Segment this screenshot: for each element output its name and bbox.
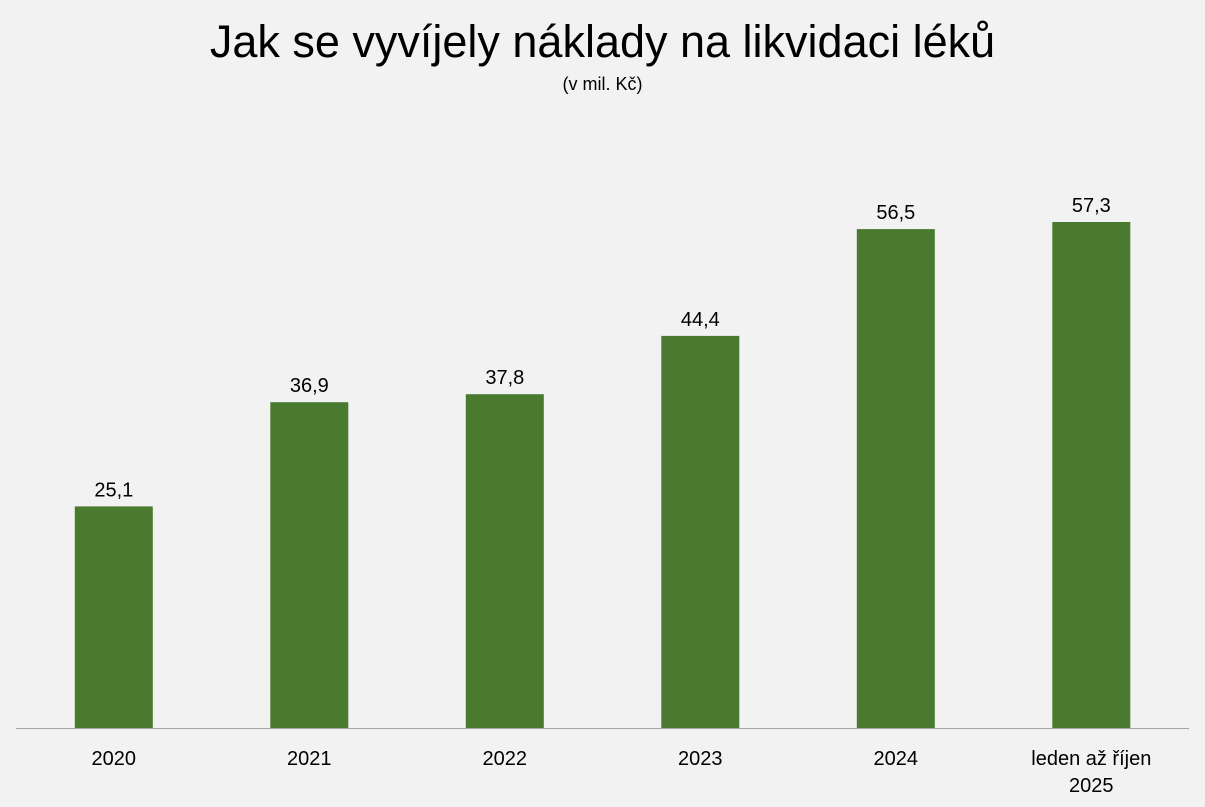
x-tick-label-0: 2020 bbox=[92, 748, 137, 770]
x-tick-label-3: 2023 bbox=[678, 748, 723, 770]
data-label-0: 25,1 bbox=[94, 479, 133, 501]
bar-2 bbox=[465, 394, 544, 728]
x-tick-label-1: 2021 bbox=[287, 748, 332, 770]
x-tick-label-5: leden až říjen 2025 bbox=[1031, 748, 1151, 797]
bar-4 bbox=[856, 229, 935, 728]
data-label-3: 44,4 bbox=[681, 309, 720, 331]
chart-title: Jak se vyvíjely náklady na likvidaci lék… bbox=[209, 16, 996, 67]
data-label-5: 57,3 bbox=[1072, 195, 1111, 217]
x-tick-label-4: 2024 bbox=[874, 748, 919, 770]
bar-3 bbox=[661, 335, 740, 728]
data-label-4: 56,5 bbox=[876, 202, 915, 224]
bar-5 bbox=[1052, 222, 1131, 728]
data-label-1: 36,9 bbox=[290, 375, 329, 397]
x-tick-label-2: 2022 bbox=[483, 748, 528, 770]
bar-1 bbox=[270, 402, 349, 728]
data-label-2: 37,8 bbox=[485, 367, 524, 389]
bar-0 bbox=[74, 506, 153, 728]
chart-subtitle: (v mil. Kč) bbox=[562, 74, 643, 94]
